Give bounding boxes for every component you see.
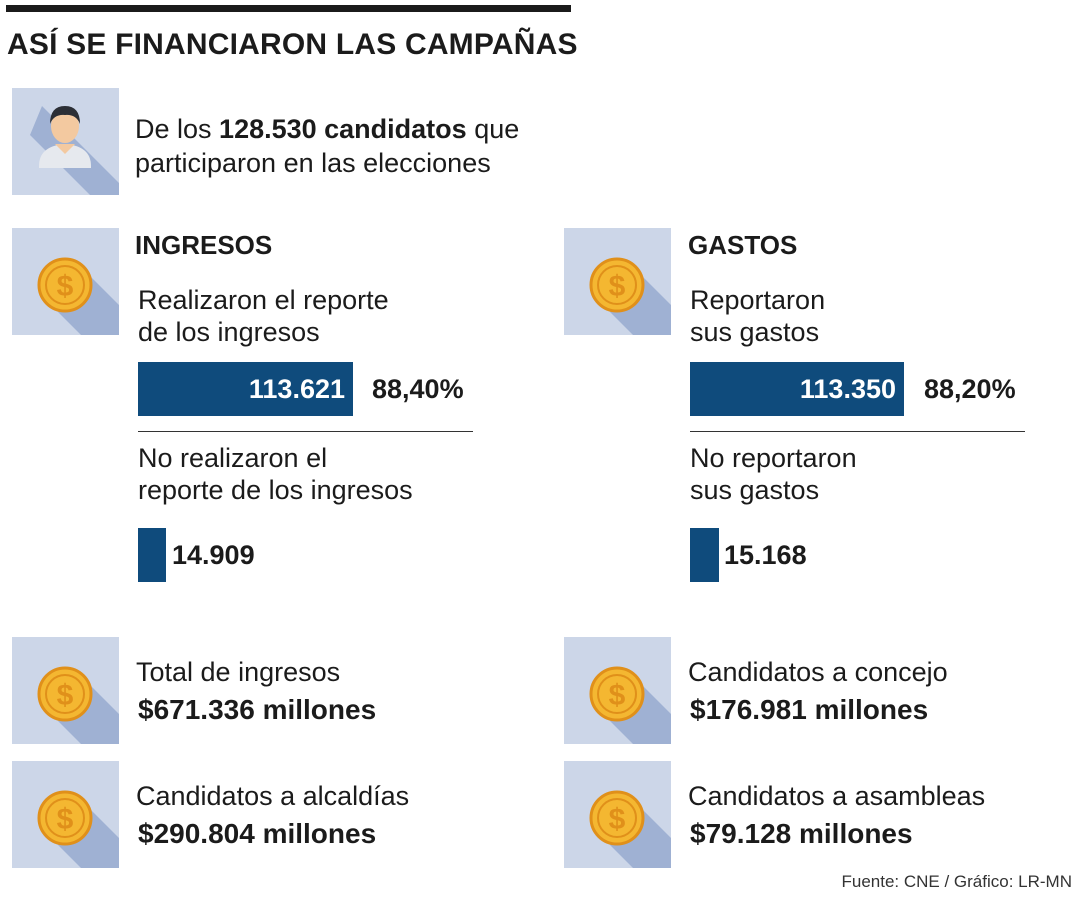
top-rule (6, 5, 571, 12)
intro-highlight: 128.530 candidatos (219, 114, 467, 144)
intro-line2: participaron en las elecciones (135, 148, 491, 178)
ingresos-yes-pct: 88,40% (372, 374, 464, 404)
ingresos-separator (138, 431, 473, 432)
dollar-coin-icon: $ (37, 666, 119, 744)
intro-text: De los 128.530 candidatos que participar… (135, 112, 519, 180)
ingresos-yes-bar: 113.621 (138, 362, 353, 416)
gastos-yes-value: 113.350 (799, 374, 896, 404)
svg-text:$: $ (57, 803, 74, 836)
svg-text:$: $ (57, 679, 74, 712)
ingresos-no-desc: No realizaron el reporte de los ingresos (138, 443, 413, 505)
intro-suffix: que (466, 114, 520, 144)
page-title: ASÍ SE FINANCIARON LAS CAMPAÑAS (7, 28, 578, 61)
total-value: $671.336 millones (138, 694, 377, 725)
gastos-no-value: 15.168 (724, 540, 807, 570)
concejo-coin-tile: $ (564, 637, 671, 744)
svg-text:$: $ (609, 679, 626, 712)
dollar-coin-icon: $ (37, 257, 119, 335)
person-icon (30, 106, 119, 195)
svg-text:$: $ (609, 270, 626, 303)
gastos-separator (690, 431, 1025, 432)
dollar-coin-icon: $ (37, 790, 119, 868)
gastos-yes-bar: 113.350 (690, 362, 904, 416)
total-label: Total de ingresos (136, 657, 341, 687)
total-coin-tile: $ (12, 637, 119, 744)
gastos-yes-desc: Reportaron sus gastos (690, 285, 826, 347)
dollar-coin-icon: $ (589, 257, 671, 335)
ingresos-yes-desc: Realizaron el reporte de los ingresos (138, 285, 389, 347)
ingresos-no-bar (138, 528, 166, 582)
ingresos-heading: INGRESOS (135, 230, 273, 260)
asambleas-coin-tile: $ (564, 761, 671, 868)
source-credit: Fuente: CNE / Gráfico: LR-MN (841, 872, 1072, 891)
intro-prefix: De los (135, 114, 220, 144)
dollar-coin-icon: $ (589, 790, 671, 868)
asambleas-label: Candidatos a asambleas (688, 781, 986, 811)
svg-text:$: $ (57, 270, 74, 303)
dollar-coin-icon: $ (589, 666, 671, 744)
alcaldias-value: $290.804 millones (138, 818, 377, 849)
alcaldias-coin-tile: $ (12, 761, 119, 868)
gastos-yes-pct: 88,20% (924, 374, 1016, 404)
ingresos-yes-value: 113.621 (248, 374, 345, 404)
svg-text:$: $ (609, 803, 626, 836)
ingresos-coin-tile: $ (12, 228, 119, 335)
gastos-no-bar (690, 528, 719, 582)
person-tile (12, 88, 119, 195)
concejo-label: Candidatos a concejo (688, 657, 948, 687)
concejo-value: $176.981 millones (690, 694, 929, 725)
gastos-coin-tile: $ (564, 228, 671, 335)
gastos-heading: GASTOS (688, 230, 798, 260)
gastos-no-desc: No reportaron sus gastos (690, 443, 857, 505)
ingresos-no-value: 14.909 (172, 540, 255, 570)
asambleas-value: $79.128 millones (690, 818, 913, 849)
alcaldias-label: Candidatos a alcaldías (136, 781, 410, 811)
